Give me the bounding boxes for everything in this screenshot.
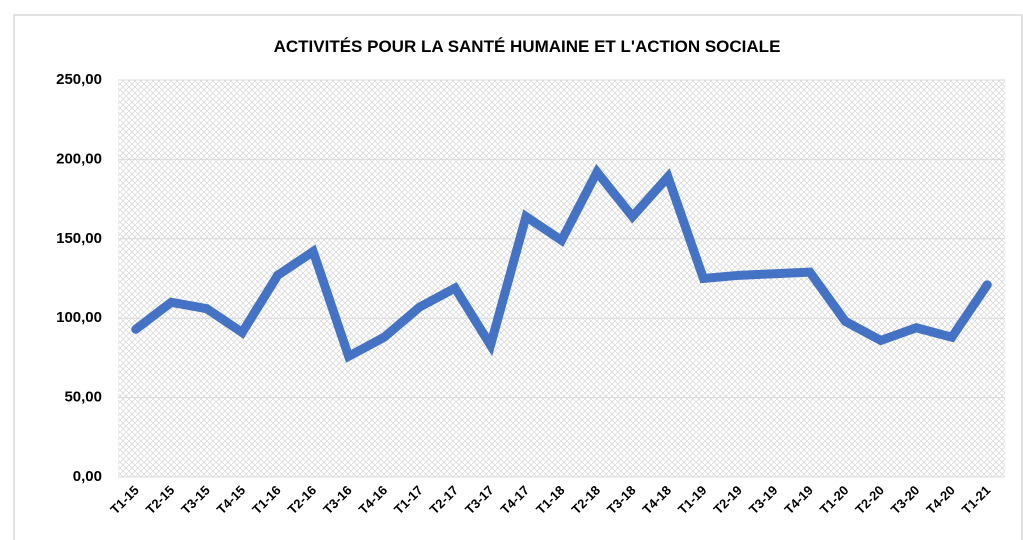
data-line [131,163,992,363]
y-tick-label: 150,00 [56,230,102,247]
y-tick-label: 250,00 [56,71,102,88]
y-tick-label: 0,00 [73,468,102,485]
y-tick-label: 50,00 [64,389,102,406]
y-tick-label: 200,00 [56,150,102,167]
plot-area [118,80,1005,477]
chart-title: ACTIVITÉS POUR LA SANTÉ HUMAINE ET L'ACT… [274,37,781,56]
y-tick-label: 100,00 [56,309,102,326]
